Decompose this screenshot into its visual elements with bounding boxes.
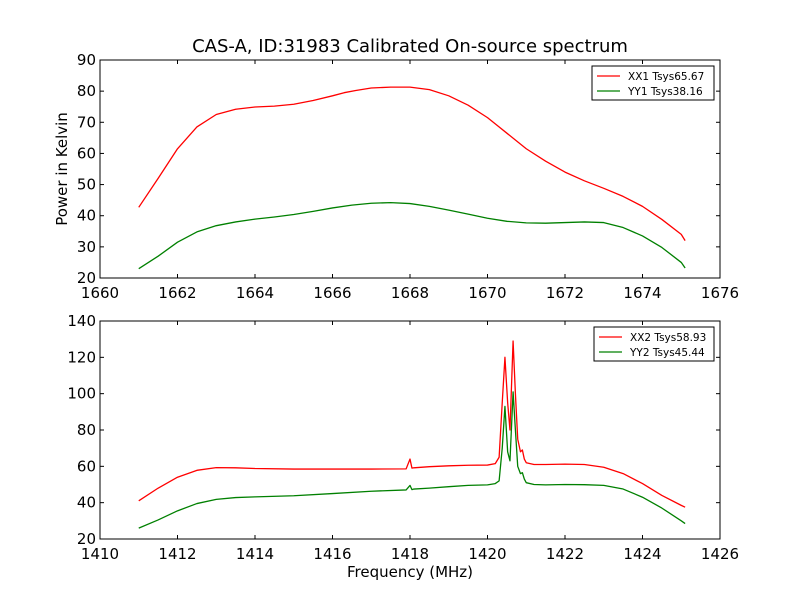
legend-box xyxy=(593,326,715,362)
x-tick-label: 1420 xyxy=(468,545,506,563)
y-tick-label: 120 xyxy=(67,348,96,366)
series-line-1-2 xyxy=(138,201,686,270)
x-tick-label: 1422 xyxy=(546,545,584,563)
y-tick-label: 30 xyxy=(77,238,96,256)
x-tick-label: 1424 xyxy=(623,545,661,563)
y-tick-label: 20 xyxy=(77,269,96,287)
x-tick-label: 1670 xyxy=(468,284,506,302)
series-line-2-2 xyxy=(138,391,686,529)
x-axis-label: Frequency (MHz) xyxy=(347,563,473,581)
chart-title: CAS-A, ID:31983 Calibrated On-source spe… xyxy=(192,36,628,57)
y-tick-label: 140 xyxy=(67,312,96,330)
legend-entry-label: YY2 Tsys45.44 xyxy=(629,347,705,359)
x-tick-label: 1416 xyxy=(313,545,351,563)
x-tick-label: 1666 xyxy=(313,284,351,302)
x-tick-label: 1668 xyxy=(391,284,429,302)
x-tick-label: 1418 xyxy=(391,545,429,563)
y-tick-label: 80 xyxy=(77,82,96,100)
legend-entry-label: YY1 Tsys38.16 xyxy=(627,86,703,98)
legend-entry-label: XX1 Tsys65.67 xyxy=(628,71,704,83)
x-tick-label: 1660 xyxy=(81,284,119,302)
y-tick-label: 80 xyxy=(77,421,96,439)
x-tick-label: 1410 xyxy=(81,545,119,563)
y-axis-label: Power in Kelvin xyxy=(53,112,71,226)
bottom-plot: 1410 1412 1414 1416 1418 1420 1422 1424 1426 20 40… xyxy=(67,312,739,581)
y-tick-label: 60 xyxy=(77,144,96,162)
legend-box xyxy=(591,65,715,101)
y-tick-label: 100 xyxy=(67,385,96,403)
y-tick-label: 70 xyxy=(77,113,96,131)
y-tick-label: 50 xyxy=(77,176,96,194)
y-tick-label: 90 xyxy=(77,51,96,69)
y-tick-label: 60 xyxy=(77,457,96,475)
x-tick-label: 1662 xyxy=(158,284,196,302)
y-tick-label: 40 xyxy=(77,207,96,225)
x-tick-label: 1672 xyxy=(546,284,584,302)
y-tick-label: 40 xyxy=(77,494,96,512)
top-plot: 1660 1662 1664 1666 1668 1670 1672 1674 1676 20 30… xyxy=(53,51,739,302)
x-tick-label: 1414 xyxy=(236,545,274,563)
x-tick-label: 1676 xyxy=(701,284,739,302)
legend-entry-label: XX2 Tsys58.93 xyxy=(630,332,706,344)
y-tick-label: 20 xyxy=(77,530,96,548)
x-tick-label: 1674 xyxy=(623,284,661,302)
series-line-1-1 xyxy=(138,86,686,241)
x-tick-label: 1412 xyxy=(158,545,196,563)
x-tick-label: 1426 xyxy=(701,545,739,563)
series-line-2-1 xyxy=(138,340,686,508)
x-tick-label: 1664 xyxy=(236,284,274,302)
